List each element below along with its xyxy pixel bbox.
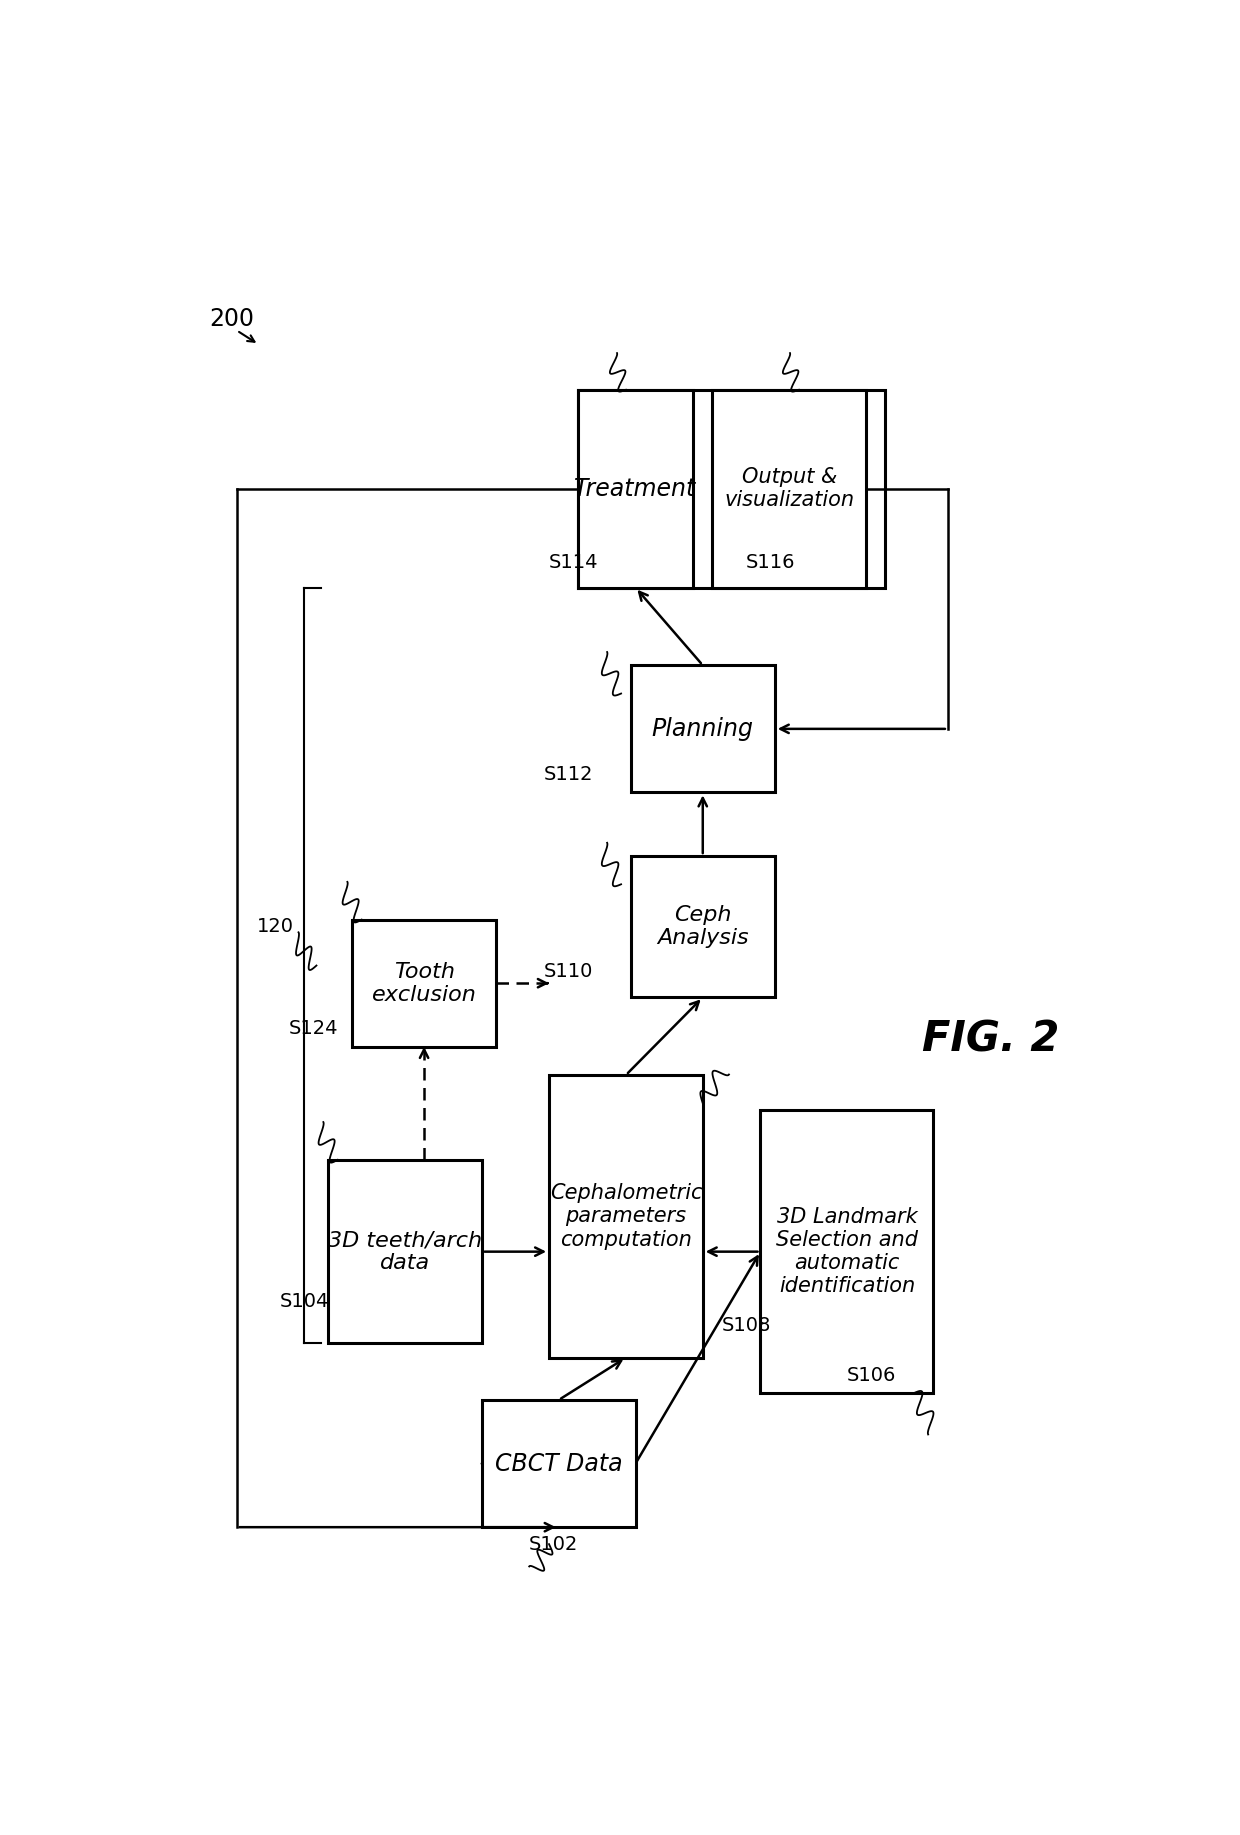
Text: CBCT Data: CBCT Data [495, 1451, 622, 1475]
Text: Planning: Planning [652, 717, 754, 741]
Bar [549, 1075, 703, 1358]
Text: 200: 200 [210, 306, 254, 330]
Text: S112: S112 [543, 765, 593, 784]
Text: 3D teeth/arch
data: 3D teeth/arch data [327, 1229, 482, 1273]
Text: S116: S116 [745, 552, 795, 573]
Bar [578, 389, 885, 587]
Text: S106: S106 [846, 1367, 895, 1385]
Text: Cephalometric
parameters
computation: Cephalometric parameters computation [549, 1184, 702, 1250]
Text: S104: S104 [279, 1292, 329, 1310]
Text: 3D Landmark
Selection and
automatic
identification: 3D Landmark Selection and automatic iden… [776, 1207, 918, 1297]
Bar [631, 855, 775, 998]
Text: S110: S110 [543, 962, 593, 982]
Text: S102: S102 [529, 1534, 579, 1554]
Text: 120: 120 [257, 918, 294, 936]
Text: FIG. 2: FIG. 2 [923, 1018, 1060, 1061]
Text: Output &
visualization: Output & visualization [724, 468, 854, 510]
Bar [481, 1400, 635, 1527]
Text: Ceph
Analysis: Ceph Analysis [657, 905, 749, 949]
Bar [578, 389, 693, 587]
Bar [713, 389, 867, 587]
Bar [352, 919, 496, 1046]
Text: S114: S114 [548, 552, 598, 573]
Bar [327, 1160, 481, 1343]
Text: S108: S108 [722, 1316, 771, 1334]
Text: Treatment: Treatment [574, 477, 697, 501]
Text: S124: S124 [289, 1018, 339, 1039]
Bar [760, 1110, 934, 1393]
Text: Tooth
exclusion: Tooth exclusion [372, 962, 476, 1006]
Bar [631, 666, 775, 793]
